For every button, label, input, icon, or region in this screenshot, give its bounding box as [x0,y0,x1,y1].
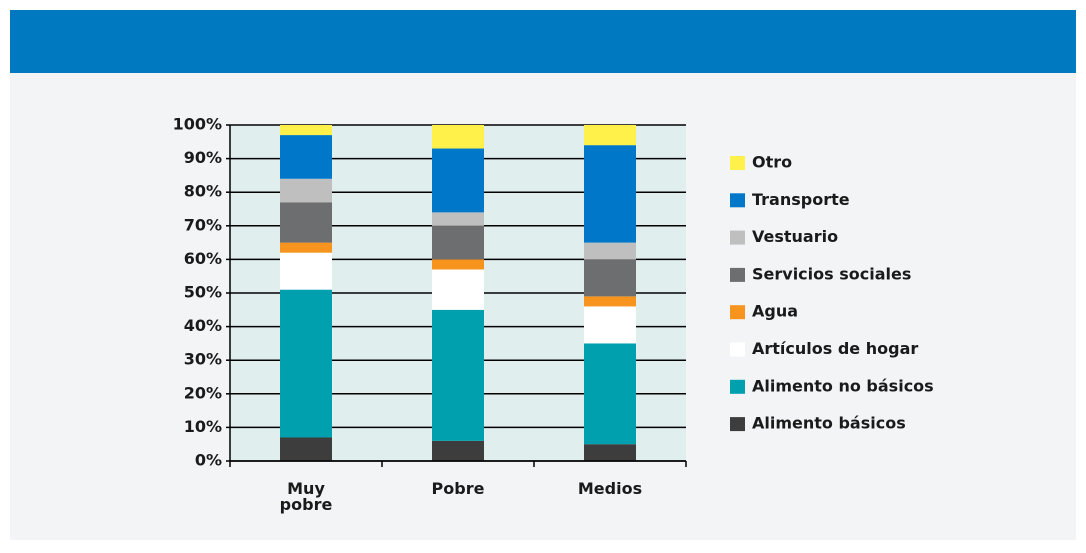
bar-segment [432,225,484,260]
bar-segment [584,242,636,260]
header-band [10,10,1076,73]
bar-segment [432,259,484,270]
x-tick-label: Pobre [431,479,485,498]
legend-swatch [730,342,745,357]
bar-segment [584,145,636,243]
y-tick-label: 40% [184,316,222,335]
legend-swatch [730,379,745,394]
legend-label: Vestuario [752,227,838,246]
x-tick-label: Muy pobre [279,479,333,514]
bar-segment [280,242,332,253]
bar-segment [280,289,332,438]
y-tick-label: 100% [173,115,222,134]
bar-segment [432,125,484,149]
bar-segment [584,125,636,146]
bar-segment [584,306,636,344]
legend-label: Alimento básicos [752,414,906,433]
legend-label: Transporte [752,190,850,209]
bar-segment [432,212,484,226]
bar-segment [584,444,636,461]
y-tick-label: 70% [184,215,222,234]
bar-segment [280,202,332,243]
y-tick-label: 60% [184,249,222,268]
bar-segment [280,178,332,203]
bar-segment [432,440,484,461]
y-tick-label: 80% [184,182,222,201]
legend-label: Artículos de hogar [752,339,918,358]
x-tick-label: Medios [577,479,643,498]
bar-segment [584,259,636,297]
bar-segment [280,437,332,461]
y-tick-label: 0% [195,451,222,470]
legend-swatch [730,305,745,320]
legend-label: Servicios sociales [752,264,911,283]
bar-segment [280,135,332,179]
legend-label: Agua [752,302,798,321]
bar-segment [432,269,484,310]
bar-segment [432,309,484,441]
legend-swatch [730,230,745,245]
legend-label: Alimento no básicos [752,376,934,395]
bar-segment [432,148,484,213]
bar-segment [280,125,332,136]
y-tick-label: 30% [184,350,222,369]
legend-swatch [730,417,745,432]
legend-label: Otro [752,153,792,172]
y-tick-label: 20% [184,383,222,402]
y-tick-label: 90% [184,148,222,167]
bar-segment [584,343,636,445]
y-tick-label: 50% [184,283,222,302]
y-tick-label: 10% [184,417,222,436]
legend-swatch [730,156,745,170]
legend-swatch [730,267,745,282]
legend-swatch [730,193,745,208]
bar-segment [584,296,636,307]
bar-segment [280,252,332,290]
